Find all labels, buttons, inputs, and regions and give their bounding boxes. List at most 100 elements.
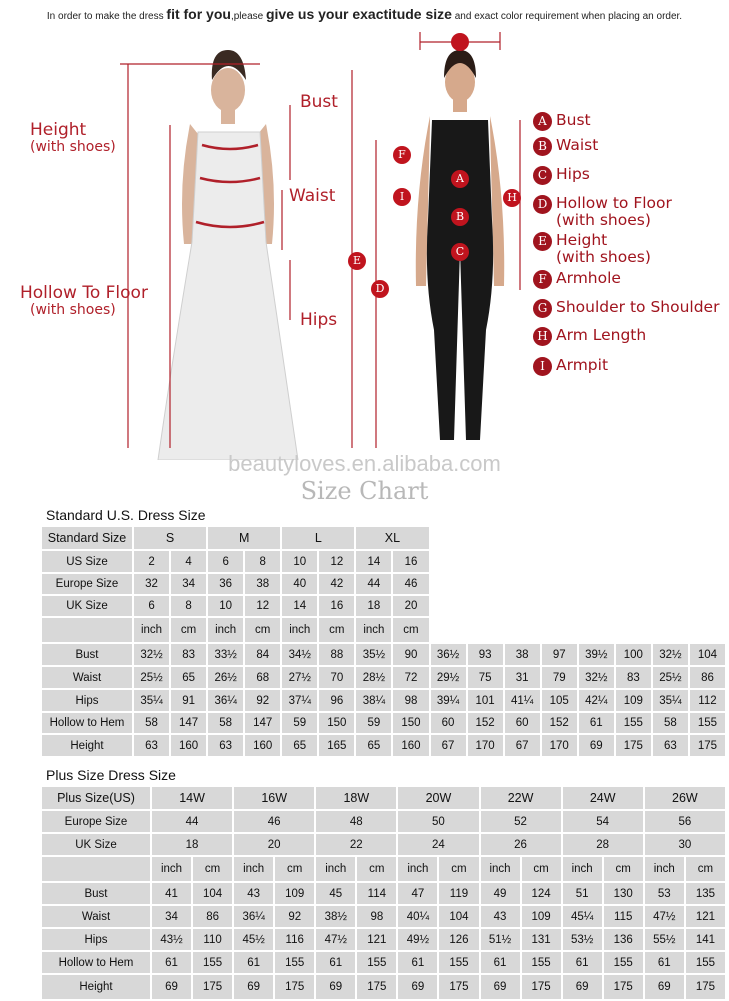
measurement-cell: 155 (439, 952, 479, 973)
measurement-cell: 170 (467, 735, 503, 756)
measurement-cell: 141 (685, 929, 725, 950)
row-header: UK Size (42, 834, 150, 855)
measurement-cell: 53 (644, 883, 684, 904)
measurement-cell: 43 (234, 883, 274, 904)
legend-text: Arm Length (556, 327, 646, 344)
row-header: Bust (42, 644, 132, 665)
unit-header: inch (134, 618, 170, 642)
size-row: UK Size 6 8 10 12 14 16 18 20 (42, 596, 725, 616)
measurement-cell: 69 (644, 975, 684, 999)
unit-row: inch cm inch cm inch cm inch cm inch cm inch cm inch… (42, 857, 725, 881)
size-cell: 46 (393, 574, 429, 594)
table-row: Waist 25½ 65 26½ 68 27½ 70 28½ 72 29½ 75 31 79 32½ 83 2… (42, 667, 725, 688)
measurement-cell: 175 (689, 735, 725, 756)
measurement-cell: 68 (245, 667, 281, 688)
size-cell: 20 (234, 834, 315, 855)
measurement-cell: 155 (685, 952, 725, 973)
measurement-cell: 79 (541, 667, 577, 688)
size-cell: 6 (208, 551, 244, 572)
marker-c: C (451, 243, 469, 261)
row-header: Bust (42, 883, 150, 904)
measurement-cell: 150 (393, 713, 429, 733)
empty-cell (42, 618, 132, 642)
size-cell: 24 (398, 834, 479, 855)
size-cell: 44 (152, 811, 233, 832)
measurement-cell: 36¼ (234, 906, 274, 927)
measurement-cell: 124 (521, 883, 561, 904)
measurement-cell: 32½ (134, 644, 170, 665)
marker-h: H (503, 189, 521, 207)
measurement-cell: 100 (615, 644, 651, 665)
legend-item: B Waist (533, 137, 598, 156)
empty-cell (42, 857, 150, 881)
measurement-cell: 88 (319, 644, 355, 665)
standard-table-title: Standard U.S. Dress Size (46, 507, 206, 523)
measurement-cell: 63 (652, 735, 688, 756)
measurement-cell: 147 (245, 713, 281, 733)
legend-item: H Arm Length (533, 327, 646, 346)
measurement-cell: 65 (171, 667, 207, 688)
size-group-header: M (208, 527, 281, 549)
size-cell: 42 (319, 574, 355, 594)
legend-text: Hollow to Floor (with shoes) (556, 195, 672, 229)
measurement-cell: 101 (467, 690, 503, 711)
size-cell: 30 (644, 834, 725, 855)
size-cell: 8 (171, 596, 207, 616)
size-row: Europe Size 44 46 48 50 52 54 56 (42, 811, 725, 832)
label-bust: Bust (300, 92, 338, 112)
note-emphasis: give us your exactitude size (265, 6, 452, 22)
measurement-cell: 29½ (430, 667, 466, 688)
measurement-cell: 65 (356, 735, 392, 756)
label-height: Height (with shoes) (30, 121, 116, 155)
measurement-cell: 104 (689, 644, 725, 665)
shoulder-marker-g (451, 33, 469, 51)
size-cell: 32 (134, 574, 170, 594)
size-cell: 50 (398, 811, 479, 832)
size-cell: 38 (245, 574, 281, 594)
legend-label: Arm Length (556, 326, 647, 344)
unit-header: inch (398, 857, 438, 881)
table-row: Bust 32½ 83 33½ 84 34½ 88 35½ 90 36½ 93 38 97 39½ 100 3… (42, 644, 725, 665)
note-text: and exact color requirement when placing… (451, 11, 683, 22)
measurement-cell: 121 (685, 906, 725, 927)
measurement-cell: 110 (193, 929, 233, 950)
unit-header: inch (356, 618, 392, 642)
measurement-cell: 83 (615, 667, 651, 688)
row-header: Waist (42, 667, 132, 688)
row-header: Plus Size(US) (42, 787, 150, 809)
legend-label: Armhole (556, 269, 621, 287)
row-header: Hips (42, 690, 132, 711)
measurement-cell: 35¼ (652, 690, 688, 711)
size-cell: 54 (562, 811, 643, 832)
measurement-cell: 70 (319, 667, 355, 688)
measurement-cell: 47½ (316, 929, 356, 950)
row-header: Hips (42, 929, 150, 950)
unit-header: cm (193, 857, 233, 881)
table-row: Hollow to Hem 58 147 58 147 59 150 59 150 60 152 60… (42, 713, 725, 733)
row-header: Height (42, 735, 132, 756)
measurement-cell: 43 (480, 906, 520, 927)
size-cell: 36 (208, 574, 244, 594)
size-cell: 22 (316, 834, 397, 855)
measurement-cell: 35½ (356, 644, 392, 665)
measurement-cell: 61 (644, 952, 684, 973)
size-cell: 16 (393, 551, 429, 572)
header-row: Plus Size(US) 14W 16W 18W 20W 22W 24W 26W (42, 787, 725, 809)
measurement-cell: 61 (398, 952, 438, 973)
table-row: Bust 41 104 43 109 45 114 47 119 49 124 51 130 53 135 (42, 883, 725, 904)
unit-header: inch (644, 857, 684, 881)
table-row: Hollow to Hem 61 155 61 155 61 155 61 155 61 155 61… (42, 952, 725, 973)
measurement-cell: 69 (234, 975, 274, 999)
measurement-cell: 32½ (652, 644, 688, 665)
size-row: UK Size 18 20 22 24 26 28 30 (42, 834, 725, 855)
measurement-cell: 51 (562, 883, 602, 904)
measurement-cell: 104 (193, 883, 233, 904)
measurement-cell: 69 (480, 975, 520, 999)
measurement-cell: 58 (652, 713, 688, 733)
plus-table-title: Plus Size Dress Size (46, 767, 176, 783)
measurement-cell: 119 (439, 883, 479, 904)
row-header: Standard Size (42, 527, 132, 549)
size-cell: 16 (319, 596, 355, 616)
label-waist: Waist (289, 186, 336, 206)
measurement-cell: 175 (275, 975, 315, 999)
